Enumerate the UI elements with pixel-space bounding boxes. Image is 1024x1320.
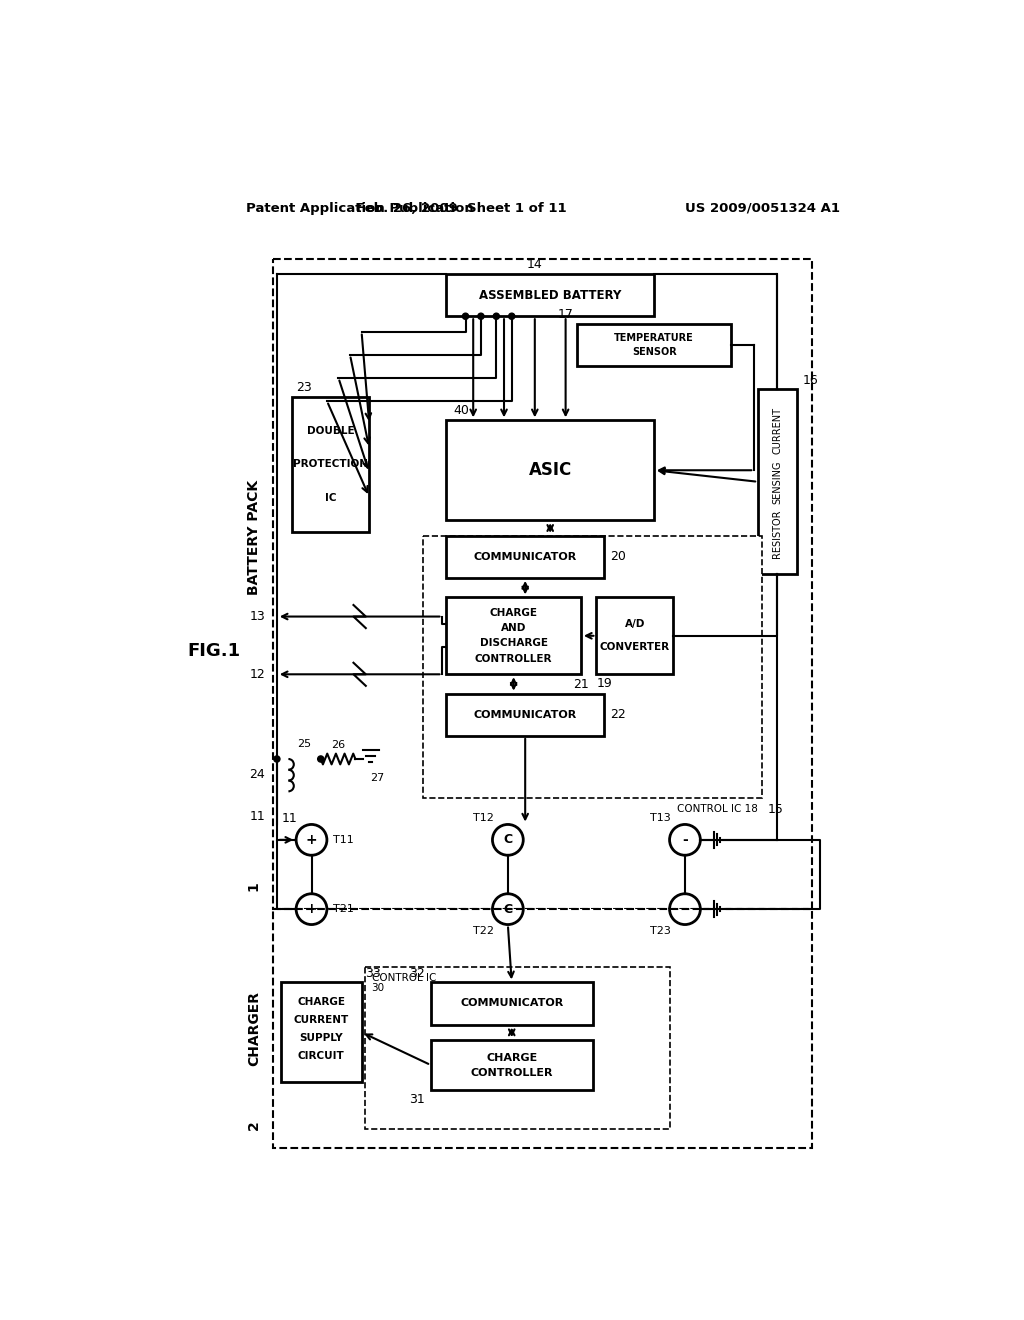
Text: CHARGE: CHARGE [486,1052,538,1063]
Bar [423,536,762,797]
Text: A/D: A/D [625,619,645,630]
Text: 23: 23 [296,381,312,395]
Text: 40: 40 [454,404,470,417]
Bar [273,909,812,1148]
Text: CIRCUIT: CIRCUIT [298,1051,344,1061]
Circle shape [509,313,515,319]
Text: 25: 25 [298,739,311,748]
Text: CONTROLLER: CONTROLLER [470,1068,553,1077]
Text: SENSOR: SENSOR [632,347,677,356]
Text: DOUBLE: DOUBLE [307,426,354,436]
Text: CONVERTER: CONVERTER [600,643,670,652]
Text: TEMPERATURE: TEMPERATURE [614,333,694,343]
Text: 13: 13 [250,610,265,623]
Text: T21: T21 [333,904,354,915]
Text: CURRENT: CURRENT [772,407,782,454]
Text: T22: T22 [473,925,494,936]
Text: T13: T13 [650,813,671,824]
Text: PROTECTION: PROTECTION [293,459,369,470]
Text: 14: 14 [527,259,543,271]
Text: 33: 33 [366,966,381,979]
Bar [446,536,604,578]
Bar [596,597,674,675]
Text: +: + [306,833,317,847]
Text: AND: AND [501,623,526,634]
Bar [431,1040,593,1090]
Bar [446,693,604,737]
Bar [446,420,654,520]
Text: T11: T11 [333,834,354,845]
Circle shape [273,756,280,762]
Text: T12: T12 [473,813,494,824]
Circle shape [494,313,500,319]
Text: ASSEMBLED BATTERY: ASSEMBLED BATTERY [479,289,622,301]
Text: CHARGER: CHARGER [247,991,261,1067]
Text: CURRENT: CURRENT [294,1015,349,1026]
Text: -: - [682,902,688,916]
Text: 32: 32 [409,966,425,979]
Text: C: C [504,833,512,846]
Text: COMMUNICATOR: COMMUNICATOR [473,552,577,562]
Text: CONTROL IC: CONTROL IC [372,973,436,983]
Text: RESISTOR: RESISTOR [772,510,782,558]
Text: COMMUNICATOR: COMMUNICATOR [473,710,577,719]
Text: 20: 20 [610,550,626,564]
Text: 11: 11 [250,810,265,824]
Text: 31: 31 [409,1093,425,1106]
Text: 16: 16 [803,374,818,387]
Text: Patent Application Publication: Patent Application Publication [246,202,474,215]
Text: 26: 26 [331,741,345,750]
Text: FIG.1: FIG.1 [187,643,241,660]
Text: CONTROLLER: CONTROLLER [475,653,552,664]
Text: DISCHARGE: DISCHARGE [479,639,548,648]
Text: 17: 17 [558,308,573,321]
Text: -: - [682,833,688,847]
Text: CHARGE: CHARGE [297,998,345,1007]
Text: SENSING: SENSING [772,461,782,503]
Text: Feb. 26, 2009  Sheet 1 of 11: Feb. 26, 2009 Sheet 1 of 11 [356,202,567,215]
Text: US 2009/0051324 A1: US 2009/0051324 A1 [685,202,840,215]
Bar [446,275,654,317]
Bar [273,259,812,909]
Bar [578,323,731,367]
Text: +: + [306,902,317,916]
Text: IC: IC [325,494,337,503]
Text: C: C [504,903,512,916]
Text: SUPPLY: SUPPLY [299,1034,343,1043]
Text: 15: 15 [768,803,784,816]
Text: 19: 19 [596,677,612,690]
Circle shape [463,313,469,319]
Text: 11: 11 [282,812,298,825]
Text: 30: 30 [372,983,385,994]
Text: 27: 27 [370,774,384,783]
Bar [446,597,581,675]
Text: 21: 21 [573,677,589,690]
Bar [366,966,670,1129]
Text: COMMUNICATOR: COMMUNICATOR [460,998,563,1008]
Text: BATTERY PACK: BATTERY PACK [247,480,261,595]
Text: ASIC: ASIC [528,461,571,479]
Text: CONTROL IC 18: CONTROL IC 18 [677,804,758,814]
Bar [281,982,361,1082]
Circle shape [478,313,484,319]
Bar [292,397,370,532]
Bar [758,389,797,574]
Circle shape [317,756,324,762]
Text: T23: T23 [650,925,671,936]
Text: 2: 2 [247,1119,261,1130]
Text: 24: 24 [250,768,265,781]
Text: 12: 12 [250,668,265,681]
Bar [431,982,593,1024]
Text: 22: 22 [610,709,626,721]
Text: 1: 1 [247,882,261,891]
Text: CHARGE: CHARGE [489,607,538,618]
